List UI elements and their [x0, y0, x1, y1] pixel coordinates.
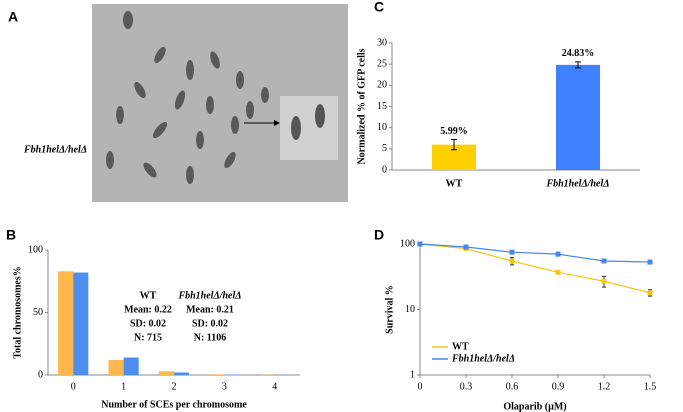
- micrograph: [92, 4, 348, 202]
- annotation: N: 715: [134, 332, 162, 343]
- x-tick-label: 1: [121, 381, 126, 392]
- marker: [417, 241, 423, 247]
- y-axis-label: Total chromosomes%: [12, 266, 23, 359]
- y-tick-label: 15: [377, 101, 387, 112]
- panel-label: D: [374, 227, 384, 243]
- legend-label: WT: [452, 341, 469, 352]
- x-tick-label: Fbh1helΔ/helΔ: [545, 178, 609, 189]
- y-tick-label: 30: [377, 37, 387, 48]
- bar: [209, 374, 225, 375]
- x-tick-label: 0.3: [460, 381, 473, 392]
- legend-label: Fbh1helΔ/helΔ: [451, 353, 515, 364]
- panel-label: A: [8, 9, 18, 25]
- marker: [647, 259, 653, 265]
- y-tick-label: 25: [377, 58, 387, 69]
- error-bar: [451, 139, 457, 151]
- y-tick-label: 50: [33, 307, 43, 318]
- line: [419, 243, 651, 294]
- bar: [556, 64, 600, 170]
- bar: [123, 357, 139, 375]
- annotation: WT: [140, 290, 157, 301]
- marker: [601, 258, 607, 264]
- marker: [463, 244, 469, 250]
- x-tick-label: 0.9: [552, 381, 565, 392]
- annotation: Mean: 0.22: [124, 304, 172, 315]
- bar: [73, 272, 89, 375]
- annotation: Fbh1helΔ/helΔ: [177, 290, 241, 301]
- marker: [509, 249, 515, 255]
- x-tick-label: 4: [272, 381, 277, 392]
- line: [419, 243, 651, 263]
- panel-label: C: [374, 0, 384, 15]
- x-tick-label: 2: [172, 381, 177, 392]
- x-tick-label: WT: [446, 178, 463, 189]
- y-tick-label: 20: [377, 80, 387, 91]
- bar: [174, 372, 190, 375]
- x-tick-label: 0.6: [506, 381, 519, 392]
- error-bar: [575, 61, 581, 69]
- y-tick-label: 10: [405, 304, 415, 315]
- value-label: 5.99%: [440, 126, 468, 137]
- marker: [509, 258, 515, 264]
- strain-label: Fbh1helΔ/helΔ: [23, 144, 87, 155]
- annotation: N: 1106: [194, 332, 227, 343]
- x-tick-label: 1.5: [644, 381, 657, 392]
- bar: [108, 360, 124, 375]
- annotation: SD: 0.02: [192, 318, 228, 329]
- marker: [555, 251, 561, 257]
- y-tick-label: 5: [382, 143, 387, 154]
- annotation: SD: 0.02: [130, 318, 166, 329]
- value-label: 24.83%: [562, 48, 595, 59]
- y-tick-label: 0: [382, 164, 387, 175]
- marker: [555, 269, 561, 275]
- panel-label: B: [6, 227, 16, 243]
- y-axis-label: Survival %: [384, 285, 395, 334]
- y-tick-label: 10: [377, 122, 387, 133]
- x-axis-label: Number of SCEs per chromosome: [101, 399, 247, 410]
- x-tick-label: 0: [418, 381, 423, 392]
- bar: [58, 271, 74, 375]
- y-tick-label: 100: [400, 238, 415, 249]
- x-tick-label: 0: [71, 381, 76, 392]
- marker: [601, 278, 607, 284]
- x-tick-label: 1.2: [598, 381, 611, 392]
- marker: [647, 290, 653, 296]
- y-tick-label: 0: [38, 369, 43, 380]
- annotation: Mean: 0.21: [186, 304, 234, 315]
- y-axis-label: Normalized % of GFP cells: [356, 48, 367, 164]
- y-tick-label: 100: [28, 244, 43, 255]
- y-tick-label: 1: [410, 369, 415, 380]
- x-axis-label: Olaparib (µM): [503, 401, 566, 412]
- x-tick-label: 3: [222, 381, 227, 392]
- bar: [158, 371, 174, 375]
